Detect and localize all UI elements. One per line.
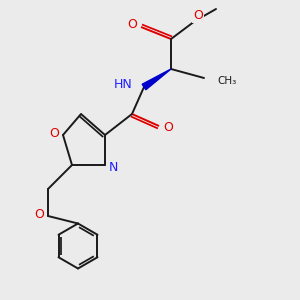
Text: O: O [49,127,59,140]
Text: O: O [34,208,44,221]
Text: HN: HN [114,77,133,91]
Text: O: O [164,121,173,134]
Polygon shape [142,69,171,90]
Text: CH₃: CH₃ [218,76,237,86]
Text: N: N [109,161,118,174]
Text: O: O [128,18,137,32]
Text: O: O [193,9,203,22]
